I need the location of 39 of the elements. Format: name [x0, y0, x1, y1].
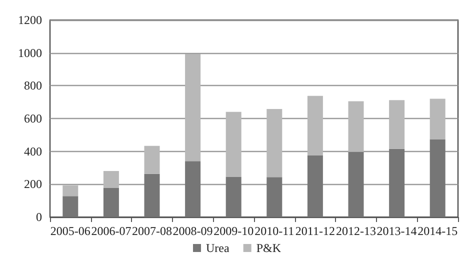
bar: [430, 98, 446, 140]
bar: [185, 161, 201, 217]
y-tick-label: 1000: [18, 46, 42, 60]
bar: [226, 112, 242, 177]
bar: [62, 196, 78, 217]
x-tick-label: 2011-12: [295, 224, 335, 238]
y-tick-label: 400: [24, 144, 42, 158]
bar: [185, 54, 201, 162]
x-tick-label: 2014-15: [418, 224, 458, 238]
x-tick-label: 2013-14: [376, 224, 417, 238]
x-tick-label: 2008-09: [172, 224, 213, 238]
bar: [103, 171, 119, 188]
bar: [348, 101, 364, 152]
x-tick-label: 2007-08: [132, 224, 172, 238]
bar: [430, 140, 446, 217]
y-tick-label: 200: [24, 177, 42, 192]
y-tick-label: 800: [24, 78, 42, 93]
bar: [62, 185, 78, 196]
bar: [144, 174, 160, 217]
y-tick-label: 600: [24, 112, 42, 126]
bar: [389, 100, 405, 149]
legend-label: P&K: [256, 241, 282, 255]
legend-label: Urea: [206, 241, 230, 255]
bar: [266, 108, 282, 178]
bar: [103, 188, 119, 217]
x-tick-label: 2012-13: [336, 224, 376, 238]
bar: [307, 155, 323, 217]
bar: [266, 177, 282, 217]
x-tick-label: 2005-06: [50, 224, 90, 238]
x-tick-label: 2006-07: [91, 224, 132, 238]
x-tick-label: 2009-10: [214, 224, 254, 238]
bar: [389, 148, 405, 217]
y-tick-label: 0: [36, 210, 42, 224]
x-tick-label: 2010-11: [254, 224, 294, 238]
bar: [226, 176, 242, 217]
bar: [307, 96, 323, 156]
bar: [144, 146, 160, 174]
y-tick-label: 1200: [18, 13, 42, 27]
bar: [348, 152, 364, 217]
